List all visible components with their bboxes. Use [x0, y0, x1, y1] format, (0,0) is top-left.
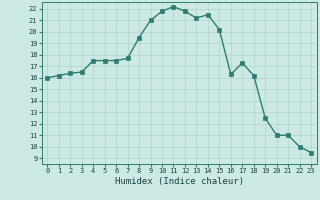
X-axis label: Humidex (Indice chaleur): Humidex (Indice chaleur) [115, 177, 244, 186]
